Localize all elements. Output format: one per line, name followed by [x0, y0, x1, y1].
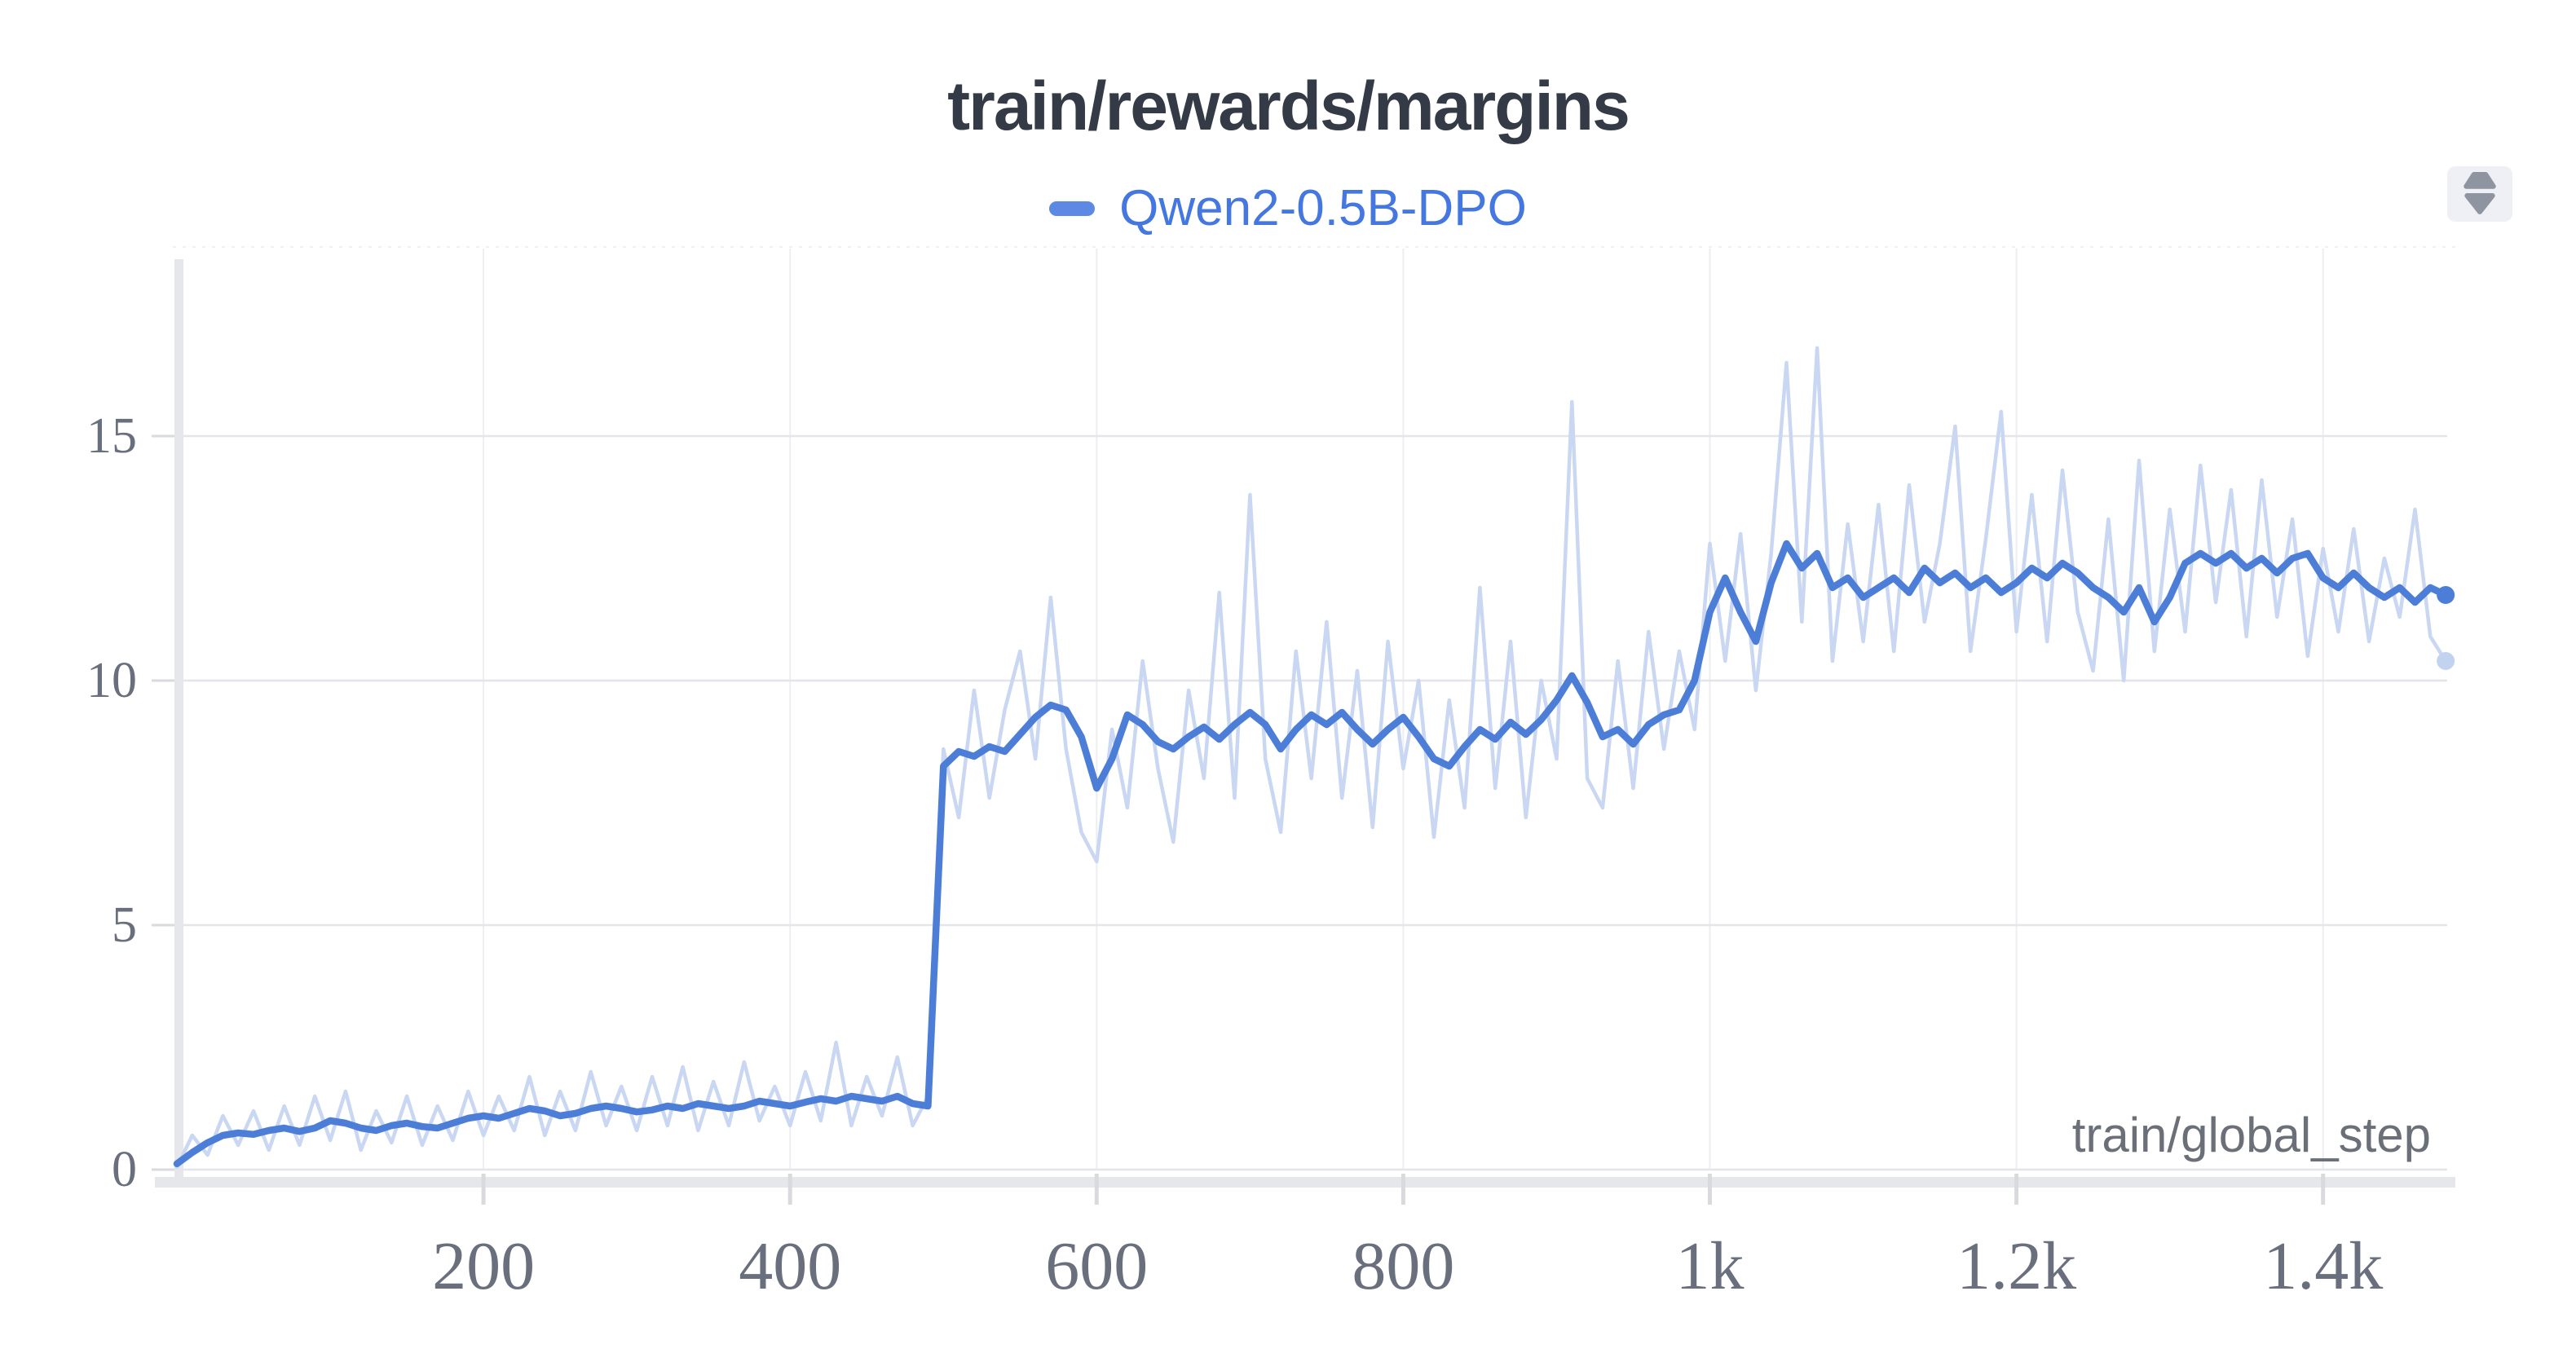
y-tick-label: 5 [112, 897, 137, 953]
x-tick-label: 1.2k [1956, 1228, 2077, 1304]
raw-series-end-dot [2437, 652, 2455, 670]
x-axis-title: train/global_step [2071, 1108, 2431, 1162]
legend-line-swatch [1049, 201, 1096, 216]
x-tick-label: 1k [1675, 1228, 1745, 1304]
x-axis-line [155, 1177, 2455, 1188]
x-tick-label: 800 [1352, 1228, 1455, 1304]
x-tick-label: 1.4k [2263, 1228, 2384, 1304]
y-tick-label: 15 [86, 408, 137, 464]
raw-series-line [174, 346, 2448, 1170]
x-tick-label: 400 [739, 1228, 842, 1304]
x-tick-label: 600 [1045, 1228, 1149, 1304]
panel-expand-button[interactable] [2447, 166, 2512, 222]
chart-title: train/rewards/margins [947, 68, 1630, 144]
x-tick-label: 200 [432, 1228, 536, 1304]
y-tick-label: 0 [112, 1142, 137, 1197]
smoothed-series-line [173, 540, 2450, 1168]
legend-label: Qwen2-0.5B-DPO [1119, 180, 1527, 236]
smoothed-series-end-dot [2437, 586, 2455, 604]
y-tick-label: 10 [86, 653, 137, 708]
legend-item[interactable]: Qwen2-0.5B-DPO [0, 178, 2576, 240]
expand-collapse-icon [2464, 172, 2496, 214]
y-axis-line [174, 259, 183, 1188]
